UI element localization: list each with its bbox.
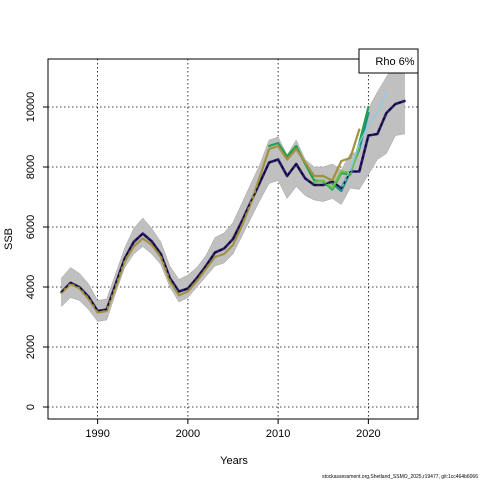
- source-caption: stockassessment.org,Shetland_SSMO_2025,r…: [322, 474, 478, 480]
- y-tick-label: 2000: [25, 335, 37, 359]
- y-tick-label: 8000: [25, 155, 37, 179]
- legend: Rho 6%: [358, 48, 419, 74]
- y-tick-label: 10000: [25, 92, 37, 123]
- x-axis-title: Years: [220, 455, 248, 467]
- legend-label: Rho 6%: [375, 56, 414, 68]
- y-axis-title: SSB: [3, 228, 15, 250]
- series-line-6: [60, 128, 361, 314]
- confidence-band: [61, 63, 405, 322]
- x-tick-label: 2010: [266, 428, 290, 440]
- x-tick-label: 2000: [176, 428, 200, 440]
- main-estimate-dash: [61, 100, 405, 312]
- plot-frame: [47, 58, 419, 420]
- x-tick-label: 1990: [85, 428, 109, 440]
- series-line-7: [340, 91, 387, 189]
- y-tick-label: 6000: [25, 215, 37, 239]
- y-tick-label: 4000: [25, 275, 37, 299]
- legend-box: [358, 48, 419, 74]
- series-lines: [60, 91, 406, 314]
- x-tick-label: 2020: [356, 428, 380, 440]
- x-axis: 1990 2000 2010 2020: [85, 419, 381, 440]
- series-line-5: [313, 144, 361, 190]
- y-axis: 0 2000 4000 6000 8000 10000: [25, 92, 48, 410]
- y-tick-label: 0: [25, 404, 37, 410]
